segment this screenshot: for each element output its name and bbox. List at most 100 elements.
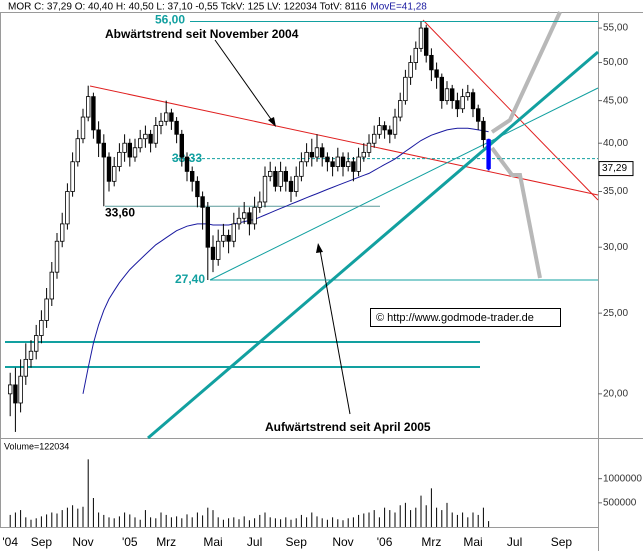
y-tick-label: 20,00 [603,388,628,399]
candle-body [195,180,200,198]
candle-body [143,133,148,140]
candle-body [267,171,273,177]
candle-body [106,156,112,182]
candle-body [112,166,117,182]
candle-body [75,138,80,163]
x-tick-label: '05 [122,535,138,549]
volume-label: Volume=122034 [4,441,69,451]
x-tick-label: Sep [31,535,53,549]
x-tick-label: Jul [247,535,262,549]
price-marker-label: 37,29 [602,163,627,174]
candle-body [460,96,465,110]
candle-body [101,142,106,158]
candle-body [153,125,158,144]
candle-body [481,120,486,141]
header-title: MOR C: 37,29 O: 40,40 H: 40,50 L: 37,10 … [8,2,367,13]
candle-body [299,161,304,177]
downtrend-line [422,19,599,201]
candle-body [340,156,346,167]
x-tick-label: Mrz [421,535,441,549]
candle-body [278,171,283,187]
x-tick-label: Mai [203,535,222,549]
candle-body [28,350,34,360]
price-marker [598,161,634,177]
candle-body [304,151,309,163]
candle-body [397,100,403,118]
candle-body [132,147,138,158]
x-tick-label: Nov [332,535,353,549]
candle-body [34,335,39,352]
candle-body [49,271,54,300]
candle-body [408,62,413,78]
moving-average [82,127,489,394]
x-tick-label: Sep [551,535,573,549]
candle-body [335,156,340,167]
candle-body [70,161,75,192]
arrow [319,249,351,415]
x-tick-label: '06 [377,535,393,549]
x-tick-label: Mrz [156,535,176,549]
candle-body [345,161,351,167]
candle-body [330,161,335,167]
candle-body [288,180,294,192]
candle-body [273,171,278,187]
candle-body [18,375,23,404]
candle-body [117,151,122,167]
candle-body [241,212,247,219]
y-tick-label: 45,00 [603,95,628,106]
y-tick-label: 40,00 [603,138,628,149]
level-label: 33,60 [105,205,135,219]
candle-body [455,100,460,110]
candle-body [158,120,164,126]
candle-body [283,171,288,182]
candle-body [127,142,132,158]
candle-body [403,76,408,102]
candle-body [387,129,392,135]
candle-body [371,133,377,144]
x-tick-label: Mai [463,535,482,549]
y-tick-label: 30,00 [603,242,628,253]
candle-body [169,112,174,122]
x-tick-label: Nov [72,535,93,549]
candle-body [293,175,299,192]
candle-body [189,171,195,182]
candle-body [163,112,169,122]
candle-body [486,139,491,169]
projection-up [490,11,562,134]
candle-body [262,175,268,203]
candle-body [23,358,28,377]
candle-body [226,234,231,242]
candle-body [215,240,221,260]
level-label: 56,00 [155,13,185,27]
uptrend-line [209,87,599,281]
y-tick-label: 35,00 [603,186,628,197]
uptrend-line [147,50,599,440]
candle-body [392,116,398,135]
candle-body [54,240,60,273]
volume-tick-label: 500000 [603,497,637,508]
candle-body [91,96,96,131]
x-tick-label: '04 [2,535,18,549]
candle-body [184,156,190,172]
candle-body [382,125,387,131]
candle-body [423,27,429,56]
candle-body [86,96,91,118]
candle-body [356,156,361,172]
candle-body [257,201,262,208]
candle-body [319,147,325,158]
arrowhead [268,117,276,127]
candle-body [366,142,372,153]
y-tick-label: 55,00 [603,23,628,34]
arrow [214,39,274,123]
candle-body [200,196,205,208]
candle-body [231,223,236,242]
candle-body [309,151,314,158]
arrowhead [316,243,323,253]
level-label: 27,40 [175,272,205,286]
copyright-box [370,308,561,327]
candle-body [377,125,382,135]
annotation: Abwärtstrend seit November 2004 [105,27,299,41]
candle-body [325,156,330,163]
